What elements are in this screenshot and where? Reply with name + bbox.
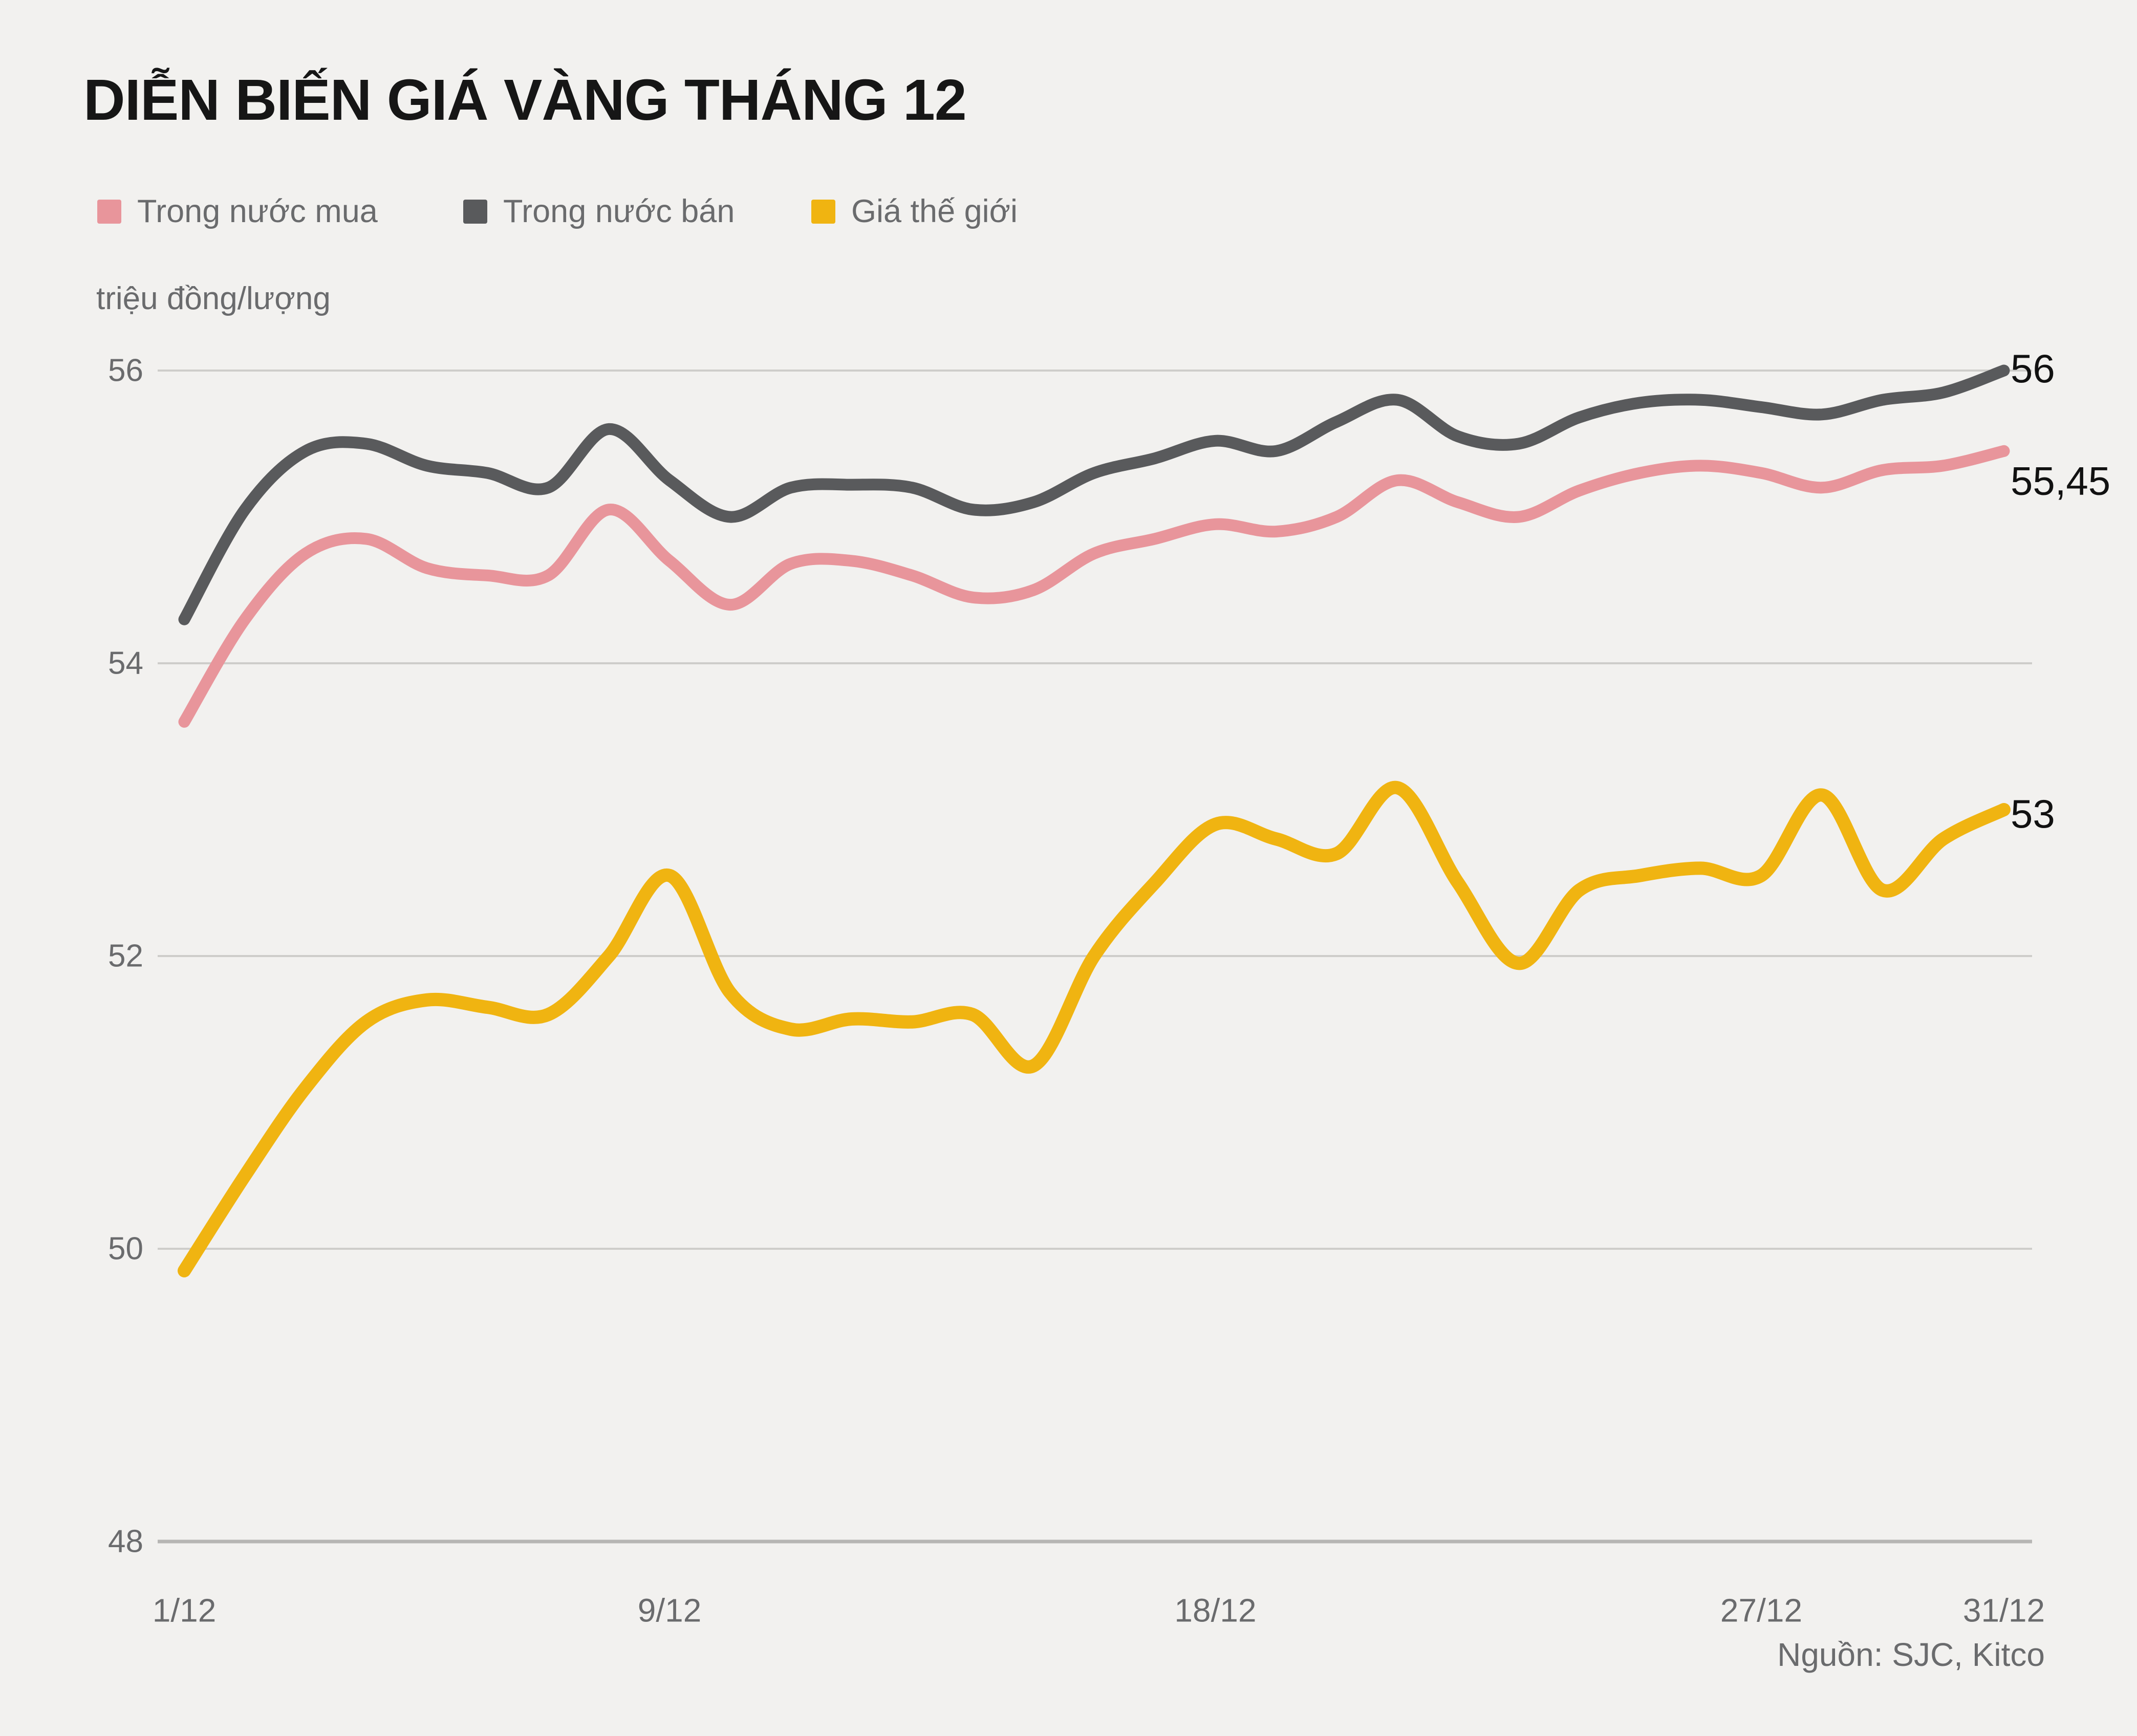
legend: Trong nước mua Trong nước bán Giá thế gi… <box>0 193 2137 229</box>
y-axis-unit-label: triệu đồng/lượng <box>96 281 331 316</box>
source-credit: Nguồn: SJC, Kitco <box>1777 1636 2045 1673</box>
series-line-1 <box>178 364 2010 625</box>
series-end-label-1: 56 <box>2011 346 2055 391</box>
x-tick-label: 1/12 <box>153 1592 217 1629</box>
x-tick-label: 18/12 <box>1174 1592 1256 1629</box>
legend-label-domestic-sell: Trong nước bán <box>503 193 735 229</box>
x-tick-label: 9/12 <box>638 1592 702 1629</box>
legend-item-domestic-buy: Trong nước mua <box>97 193 378 230</box>
x-tick-label: 27/12 <box>1720 1592 1802 1629</box>
series-end-label-0: 55,45 <box>2011 458 2110 503</box>
legend-swatch-world-price <box>811 199 835 224</box>
legend-item-world-price: Giá thế giới <box>811 193 1018 230</box>
y-tick-label: 48 <box>108 1524 143 1559</box>
legend-item-domestic-sell: Trong nước bán <box>463 193 735 230</box>
y-tick-label: 52 <box>108 939 143 974</box>
y-tick-label: 56 <box>108 353 143 388</box>
x-tick-label: 31/12 <box>1963 1592 2045 1629</box>
y-tick-label: 50 <box>108 1231 143 1267</box>
series-end-label-2: 53 <box>2011 791 2055 836</box>
legend-label-domestic-buy: Trong nước mua <box>137 193 378 229</box>
legend-label-world-price: Giá thế giới <box>851 193 1018 229</box>
y-tick-label: 54 <box>108 646 143 681</box>
chart-title: DIỄN BIẾN GIÁ VÀNG THÁNG 12 <box>83 68 967 132</box>
series-line-2 <box>178 780 2011 1277</box>
series-line-0 <box>178 445 2010 728</box>
legend-swatch-domestic-sell <box>463 199 487 224</box>
legend-swatch-domestic-buy <box>97 199 121 224</box>
